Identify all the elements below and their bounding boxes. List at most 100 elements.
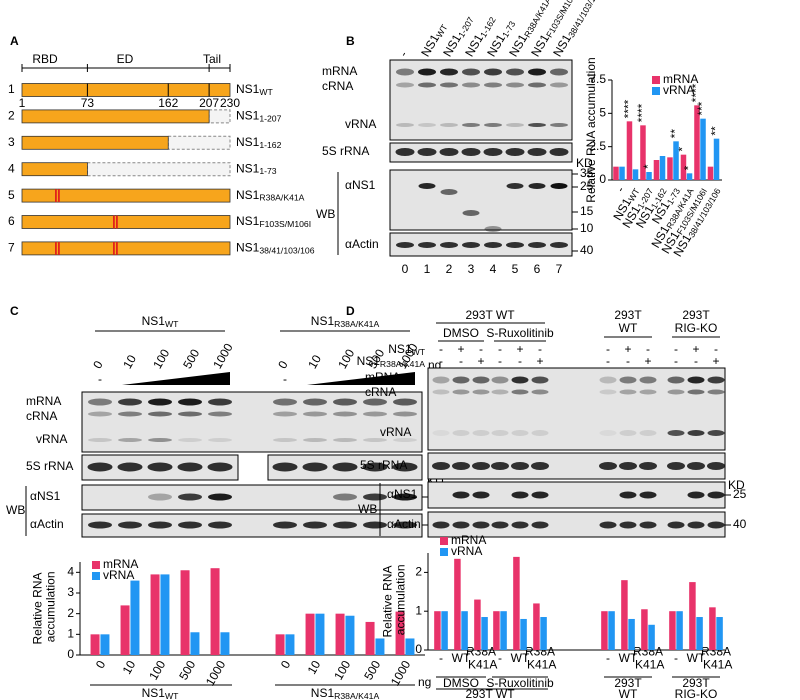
label: -: [283, 372, 287, 386]
treatment-sign: -: [674, 342, 678, 356]
treatment-sign: -: [606, 354, 610, 368]
label: ng: [418, 675, 431, 689]
bar: [434, 611, 441, 650]
blot-band: [491, 462, 509, 470]
x-tick-label: R38A K41A: [632, 645, 665, 672]
blot-band: [393, 438, 417, 442]
treatment-sign: -: [606, 342, 610, 356]
x-tick-label: WT: [452, 651, 471, 665]
blot-band: [148, 411, 172, 417]
row-number: 1: [8, 82, 15, 96]
blot-band: [472, 491, 490, 499]
bar: [640, 125, 646, 180]
blot-band: [527, 148, 547, 156]
blot-band: [118, 411, 142, 417]
x-tick-label: R38A K41A: [524, 645, 557, 672]
blot-band: [362, 462, 388, 472]
blot-band: [418, 82, 436, 88]
blot-band: [118, 521, 142, 529]
legend-swatch: [92, 561, 100, 569]
bar: [621, 580, 628, 650]
residue-tick: 162: [158, 96, 178, 110]
mutation: [58, 189, 60, 203]
treatment-sign: -: [439, 342, 443, 356]
y-tick-label: 0: [67, 647, 74, 661]
blot-band: [599, 389, 617, 395]
legend-label: mRNA: [451, 533, 486, 547]
bar: [90, 634, 100, 655]
marker-label: 25: [580, 179, 594, 193]
blot-band: [363, 438, 387, 442]
protein-bar: [21, 83, 231, 97]
row-number: 5: [8, 188, 15, 202]
blot-band: [491, 521, 509, 529]
deleted-region: [167, 135, 231, 150]
y-tick-label: 1: [415, 603, 422, 617]
blot-band: [88, 411, 112, 417]
blot-band: [639, 462, 657, 470]
legend-label: mRNA: [103, 557, 138, 571]
blot-band: [178, 521, 202, 529]
bar: [345, 615, 355, 655]
blot-band: [303, 411, 327, 417]
bar: [653, 160, 660, 180]
row-number: 4: [8, 161, 15, 175]
blot-band: [619, 389, 637, 395]
x-tick-label: R38A K41A: [465, 645, 498, 672]
blot-band: [550, 123, 568, 127]
bar: [275, 634, 285, 655]
y-axis-label: Relative RNA accumulation: [584, 57, 598, 202]
blot-band: [511, 462, 529, 470]
protein-bar: [21, 241, 231, 256]
blot-band: [462, 210, 480, 216]
blot-band: [472, 389, 490, 395]
lane-label: -: [396, 49, 410, 59]
residue-tick: 207: [199, 96, 219, 110]
significance: ****: [622, 99, 636, 118]
blot: [389, 169, 573, 231]
blot-band: [687, 376, 705, 384]
blot-band: [472, 462, 490, 470]
blot-band: [531, 389, 549, 395]
row-number: 3: [8, 135, 15, 149]
label: WB: [316, 207, 335, 221]
blot-band: [396, 242, 414, 248]
y-tick-label: 0: [415, 642, 422, 656]
blot-band: [639, 376, 657, 384]
treatment-sign: -: [498, 342, 502, 356]
blot-band: [528, 183, 546, 189]
blot-band: [393, 521, 417, 529]
blot-band: [208, 438, 232, 442]
blot-band: [178, 493, 202, 501]
bar: [669, 611, 676, 650]
label: cRNA: [365, 385, 396, 399]
blot-band: [491, 430, 509, 436]
blot-band: [363, 521, 387, 529]
mutation: [113, 215, 115, 229]
treatment-sign: -: [479, 342, 483, 356]
bar: [375, 638, 385, 655]
blot-band: [87, 462, 113, 472]
bar: [601, 611, 608, 650]
bar: [454, 558, 461, 650]
bar: [150, 574, 160, 655]
blot-band: [440, 68, 458, 76]
blot-band: [272, 462, 298, 472]
label: WB: [6, 503, 25, 517]
bar: [667, 157, 673, 180]
mutation: [55, 241, 57, 255]
blot-band: [550, 68, 568, 76]
blot-band: [531, 462, 549, 470]
blot-band: [667, 376, 685, 384]
bar: [696, 617, 703, 650]
blot-band: [599, 430, 617, 436]
mutation: [58, 241, 60, 255]
blot-band: [148, 438, 172, 442]
blot-band: [461, 148, 481, 156]
treatment-sign: -: [674, 354, 678, 368]
blot-band: [550, 82, 568, 88]
blot-band: [707, 389, 725, 395]
blot-band: [178, 438, 202, 442]
bar: [500, 611, 507, 650]
blot-band: [506, 82, 524, 88]
